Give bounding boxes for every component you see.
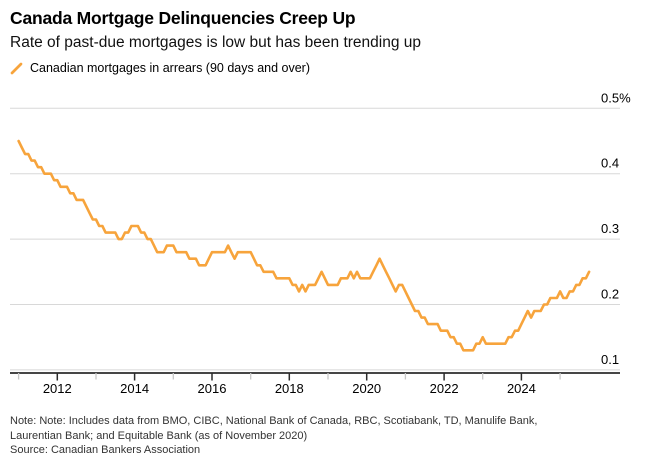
chart-notes: Note: Note: Includes data from BMO, CIBC…: [10, 414, 638, 458]
note-text-line1: Note: Note: Includes data from BMO, CIBC…: [10, 415, 538, 427]
note-text-line2: Laurentian Bank; and Equitable Bank (as …: [10, 429, 308, 442]
x-axis-label: 2012: [43, 381, 72, 396]
x-axis-label: 2022: [430, 381, 459, 396]
legend-slash-icon: [10, 62, 23, 75]
y-axis-label: 0.4: [601, 156, 619, 171]
y-axis-label: 0.2: [601, 287, 619, 302]
x-axis-label: 2024: [507, 381, 536, 396]
y-axis-label: 0.3: [601, 221, 619, 236]
x-axis-label: 2020: [352, 381, 381, 396]
y-axis-label: 0.1: [601, 352, 619, 367]
x-axis-label: 2014: [120, 381, 149, 396]
chart-title: Canada Mortgage Delinquencies Creep Up: [10, 8, 356, 28]
source-text: Source: Canadian Bankers Association: [10, 444, 201, 456]
arrears-line-chart: 0.5% 0.4 0.3 0.2 0.1 2012 2014 2016 2018 2020 2022…: [10, 90, 631, 396]
x-axis-label: 2018: [275, 381, 304, 396]
chart-subtitle: Rate of past-due mortgages is low but ha…: [10, 34, 422, 51]
arrears-line-series: [17, 139, 591, 352]
y-axis-label: 0.5%: [601, 90, 631, 105]
legend-label: Canadian mortgages in arrears (90 days a…: [30, 61, 311, 75]
x-axis-label: 2016: [198, 381, 227, 396]
chart-legend: Canadian mortgages in arrears (90 days a…: [10, 61, 310, 75]
